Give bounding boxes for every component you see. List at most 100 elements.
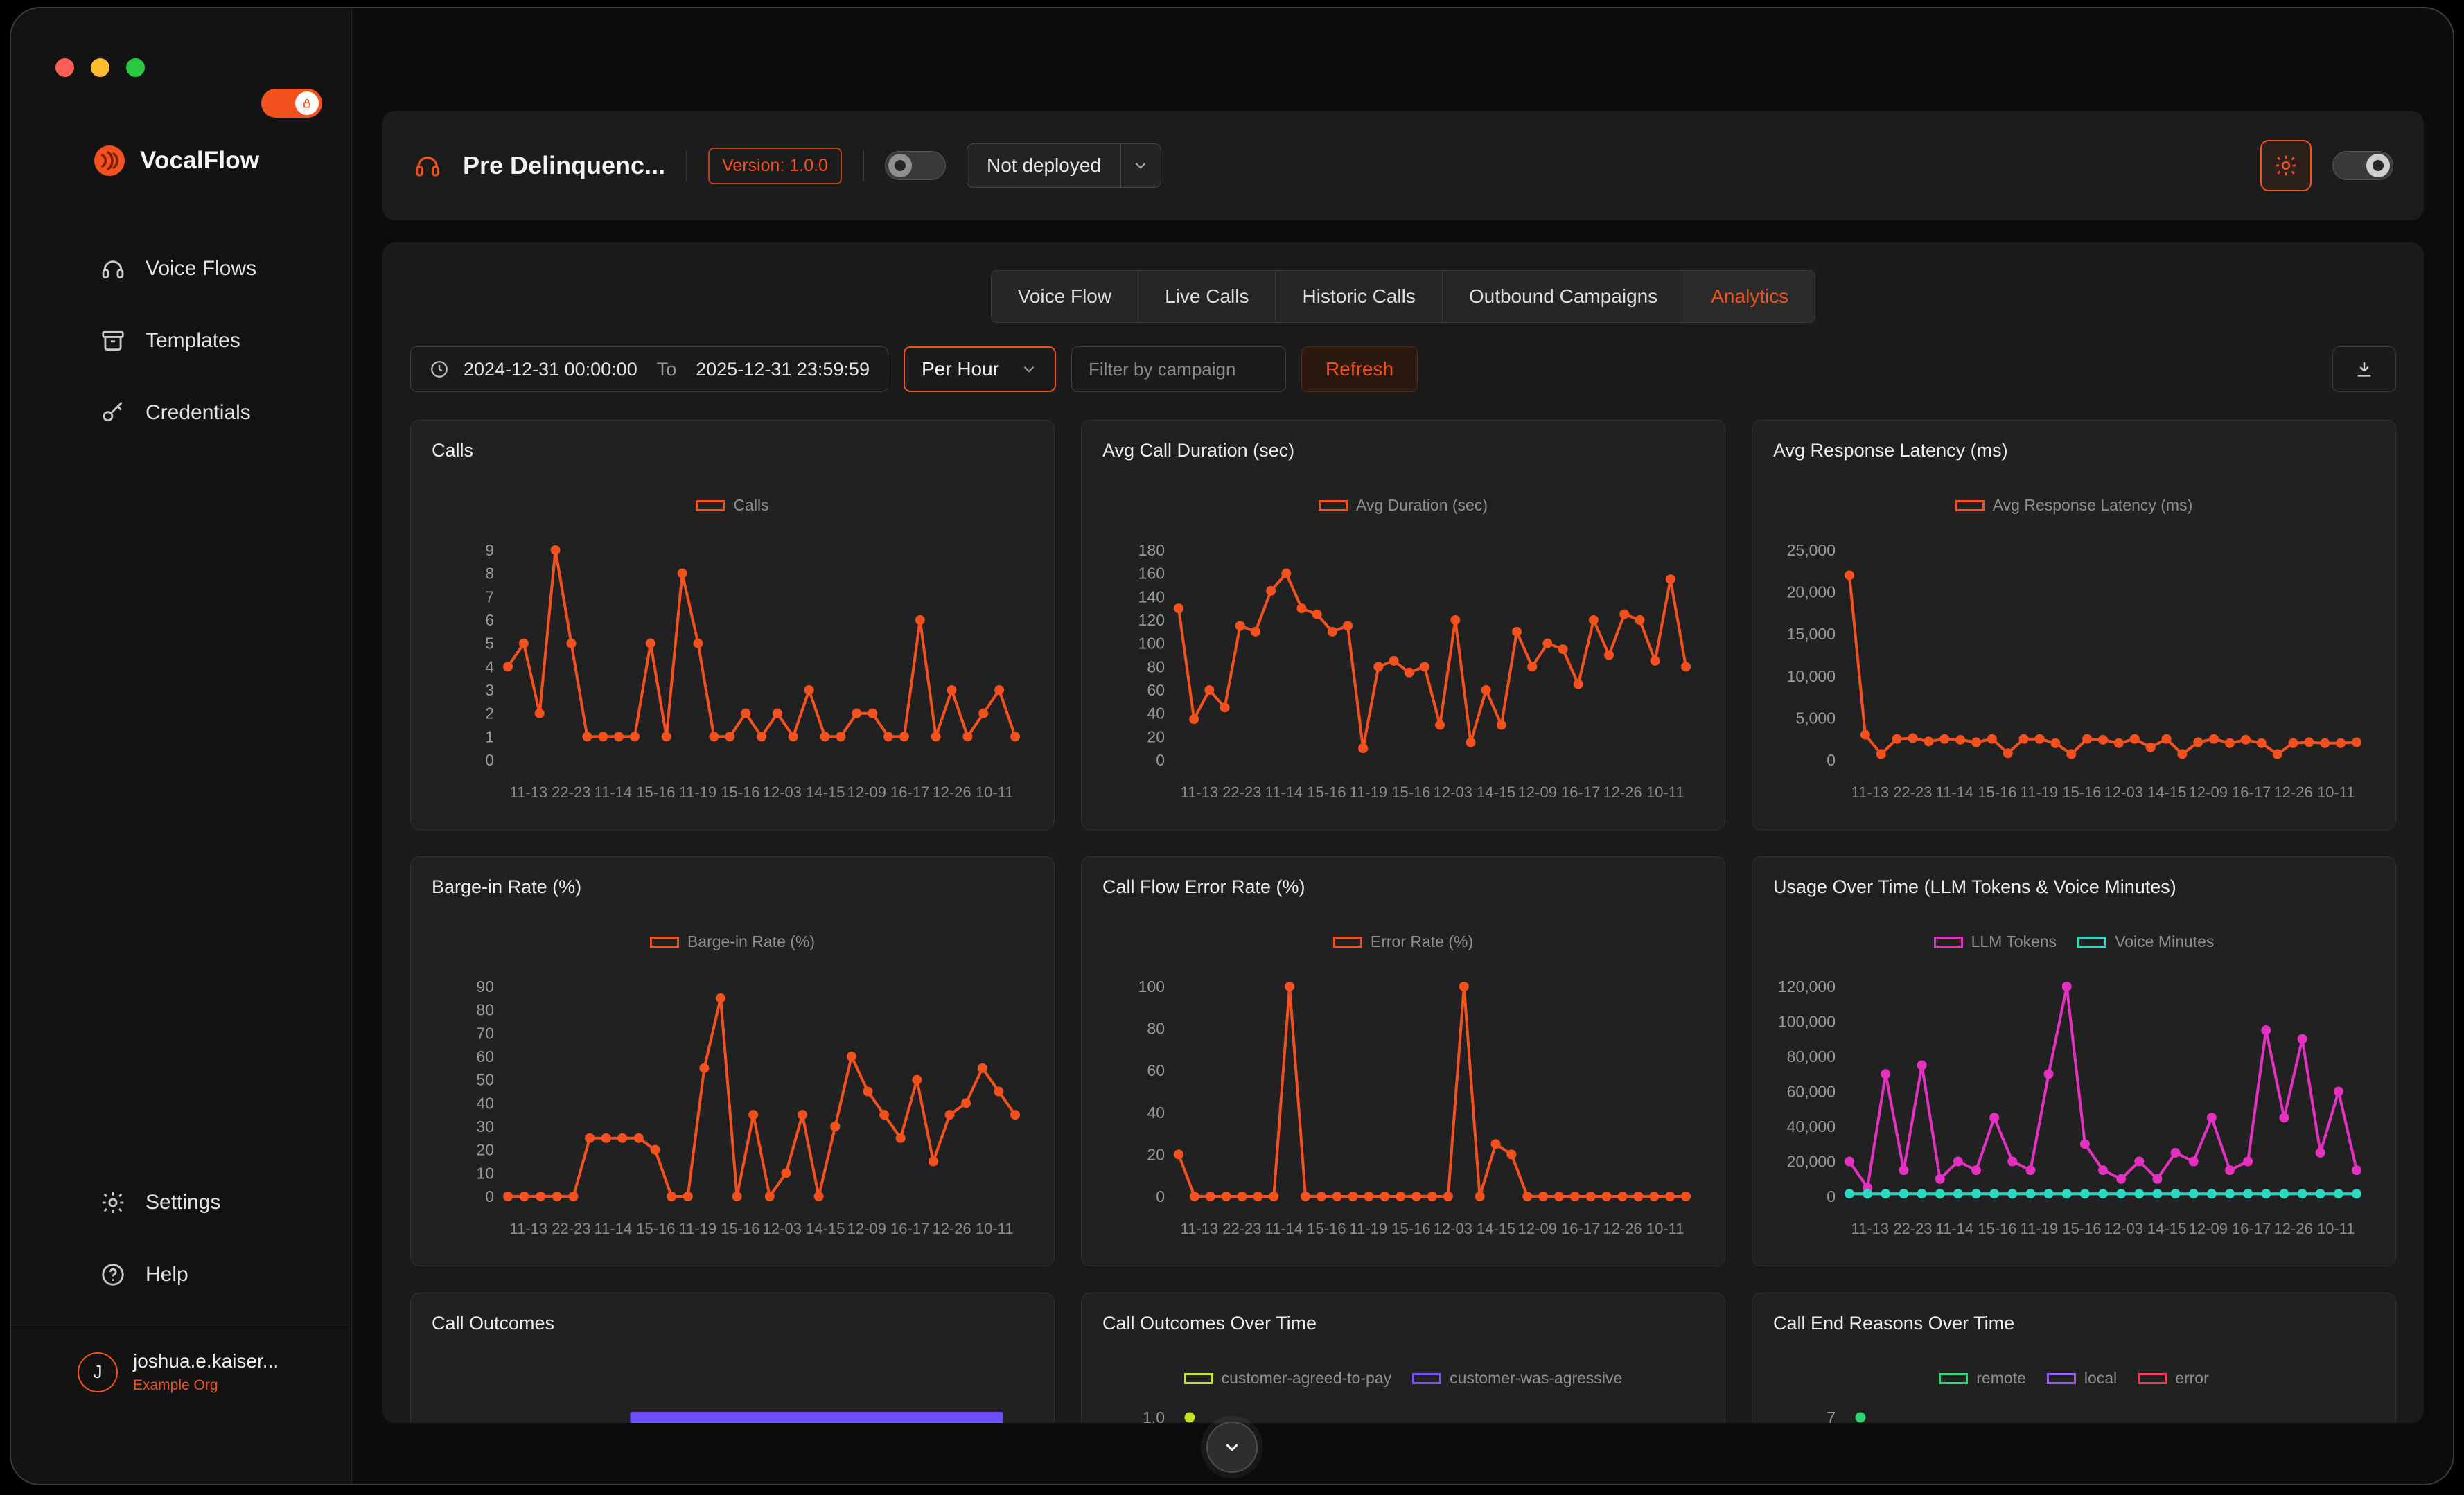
tab-live-calls[interactable]: Live Calls: [1138, 271, 1276, 322]
svg-text:12-09 16-17: 12-09 16-17: [2189, 1220, 2271, 1237]
chart-plot: Avg Duration (sec) 020406080100120140160…: [1102, 467, 1704, 815]
scroll-down-button[interactable]: [1206, 1422, 1258, 1473]
svg-text:12-09 16-17: 12-09 16-17: [847, 784, 930, 801]
sidebar-item-templates[interactable]: Templates: [11, 305, 351, 377]
legend-label: Voice Minutes: [2115, 932, 2214, 951]
svg-text:40: 40: [1147, 705, 1165, 723]
chart-legend: Barge-in Rate (%): [432, 932, 1033, 951]
window-controls: [55, 58, 145, 77]
legend-label: Error Rate (%): [1371, 932, 1473, 951]
download-icon: [2354, 359, 2375, 380]
gear-icon: [100, 1189, 126, 1216]
svg-text:12-26 10-11: 12-26 10-11: [932, 784, 1013, 801]
chart-card-response-latency: Avg Response Latency (ms) Avg Response L…: [1752, 420, 2396, 830]
to-label: To: [657, 359, 677, 380]
svg-text:90: 90: [476, 977, 494, 996]
svg-text:180: 180: [1138, 541, 1165, 559]
legend-swatch-icon: [2077, 937, 2106, 948]
svg-text:1.0: 1.0: [1143, 1408, 1165, 1423]
svg-text:12-26 10-11: 12-26 10-11: [2273, 784, 2355, 801]
svg-text:11-14 15-16: 11-14 15-16: [1935, 784, 2016, 801]
flow-header: Pre Delinquenc... Version: 1.0.0 Not dep…: [382, 111, 2424, 220]
flow-settings-button[interactable]: [2260, 140, 2312, 191]
lock-icon: [295, 91, 319, 115]
svg-text:12-26 10-11: 12-26 10-11: [2273, 1220, 2355, 1237]
svg-text:80: 80: [1147, 657, 1165, 675]
main-area: Pre Delinquenc... Version: 1.0.0 Not dep…: [352, 8, 2453, 1484]
chart-title: Avg Response Latency (ms): [1773, 440, 2375, 461]
svg-text:60: 60: [1147, 1061, 1165, 1079]
user-menu[interactable]: J joshua.e.kaiser... Example Org: [11, 1329, 351, 1394]
analytics-panel: Voice Flow Live Calls Historic Calls Out…: [382, 242, 2424, 1423]
svg-text:60: 60: [476, 1047, 494, 1065]
date-range-picker[interactable]: 2024-12-31 00:00:00 To 2025-12-31 23:59:…: [410, 346, 888, 392]
svg-text:6: 6: [485, 611, 494, 629]
filter-bar: 2024-12-31 00:00:00 To 2025-12-31 23:59:…: [410, 346, 2396, 392]
chart-legend: remotelocalerror: [1773, 1369, 2375, 1388]
chart-plot: Calls 012345678911-13 22-2311-14 15-1611…: [432, 467, 1033, 815]
theme-toggle[interactable]: [2332, 151, 2393, 180]
legend-label: remote: [1976, 1369, 2026, 1388]
svg-text:80: 80: [1147, 1020, 1165, 1038]
sidebar-item-voice-flows[interactable]: Voice Flows: [11, 233, 351, 305]
close-window-button[interactable]: [55, 58, 74, 77]
svg-text:30: 30: [476, 1117, 494, 1135]
svg-text:11-14 15-16: 11-14 15-16: [594, 1220, 675, 1237]
legend-swatch-icon: [1319, 500, 1348, 511]
svg-text:8: 8: [485, 565, 494, 583]
maximize-window-button[interactable]: [126, 58, 145, 77]
svg-text:80: 80: [476, 1001, 494, 1019]
sidebar-item-credentials[interactable]: Credentials: [11, 377, 351, 449]
svg-text:11-14 15-16: 11-14 15-16: [1265, 784, 1346, 801]
svg-text:120: 120: [1138, 611, 1165, 629]
sidebar-item-help[interactable]: Help: [11, 1239, 351, 1311]
tab-analytics[interactable]: Analytics: [1684, 271, 1815, 322]
app-window: VocalFlow Voice Flows Templates Credenti…: [10, 7, 2454, 1485]
svg-text:11-14 15-16: 11-14 15-16: [594, 784, 675, 801]
mode-toggle[interactable]: [885, 151, 946, 180]
svg-text:11-19 15-16: 11-19 15-16: [1349, 784, 1430, 801]
user-org: Example Org: [133, 1377, 279, 1394]
svg-text:7: 7: [485, 587, 494, 605]
chart-card-calls: Calls Calls 012345678911-13 22-2311-14 1…: [410, 420, 1055, 830]
svg-text:12-26 10-11: 12-26 10-11: [932, 1220, 1013, 1237]
chart-title: Calls: [432, 440, 1033, 461]
deploy-status-label: Not deployed: [967, 154, 1120, 177]
tab-historic-calls[interactable]: Historic Calls: [1276, 271, 1442, 322]
granularity-select[interactable]: Per Hour: [904, 346, 1056, 392]
svg-text:12-03 14-15: 12-03 14-15: [1434, 784, 1516, 801]
refresh-button[interactable]: Refresh: [1301, 346, 1418, 392]
chart-legend: Calls: [432, 496, 1033, 515]
export-download-button[interactable]: [2332, 346, 2396, 392]
svg-text:15,000: 15,000: [1787, 625, 1836, 643]
svg-text:100: 100: [1138, 635, 1165, 653]
legend-label: customer-agreed-to-pay: [1222, 1369, 1391, 1388]
svg-text:0: 0: [485, 1187, 494, 1205]
chart-plot: LLM TokensVoice Minutes 020,00040,00060,…: [1773, 903, 2375, 1252]
deploy-status-dropdown[interactable]: Not deployed: [967, 143, 1161, 188]
minimize-window-button[interactable]: [91, 58, 109, 77]
chart-legend: Avg Response Latency (ms): [1773, 496, 2375, 515]
legend-label: Calls: [733, 496, 768, 515]
campaign-filter-input[interactable]: [1071, 346, 1286, 392]
svg-text:12-03 14-15: 12-03 14-15: [1434, 1220, 1516, 1237]
chart-plot: remotelocalerror 7: [1773, 1340, 2375, 1423]
chart-plot: Barge-in Rate (%) 010203040506070809011-…: [432, 903, 1033, 1252]
svg-text:4: 4: [485, 657, 494, 675]
tab-outbound-campaigns[interactable]: Outbound Campaigns: [1443, 271, 1684, 322]
sidebar: VocalFlow Voice Flows Templates Credenti…: [11, 8, 352, 1484]
svg-text:12-09 16-17: 12-09 16-17: [1518, 784, 1601, 801]
sidebar-lock-toggle[interactable]: [261, 89, 322, 118]
legend-item: Error Rate (%): [1333, 932, 1473, 951]
sidebar-item-settings[interactable]: Settings: [11, 1167, 351, 1239]
tab-voice-flow[interactable]: Voice Flow: [992, 271, 1138, 322]
templates-icon: [100, 328, 126, 354]
svg-text:11-13 22-23: 11-13 22-23: [509, 1220, 590, 1237]
granularity-value: Per Hour: [922, 358, 999, 380]
legend-swatch-icon: [1333, 937, 1362, 948]
legend-item: customer-agreed-to-pay: [1184, 1369, 1391, 1388]
legend-swatch-icon: [1955, 500, 1985, 511]
svg-text:0: 0: [1827, 751, 1836, 769]
legend-label: Avg Response Latency (ms): [1993, 496, 2193, 515]
chart-title: Avg Call Duration (sec): [1102, 440, 1704, 461]
